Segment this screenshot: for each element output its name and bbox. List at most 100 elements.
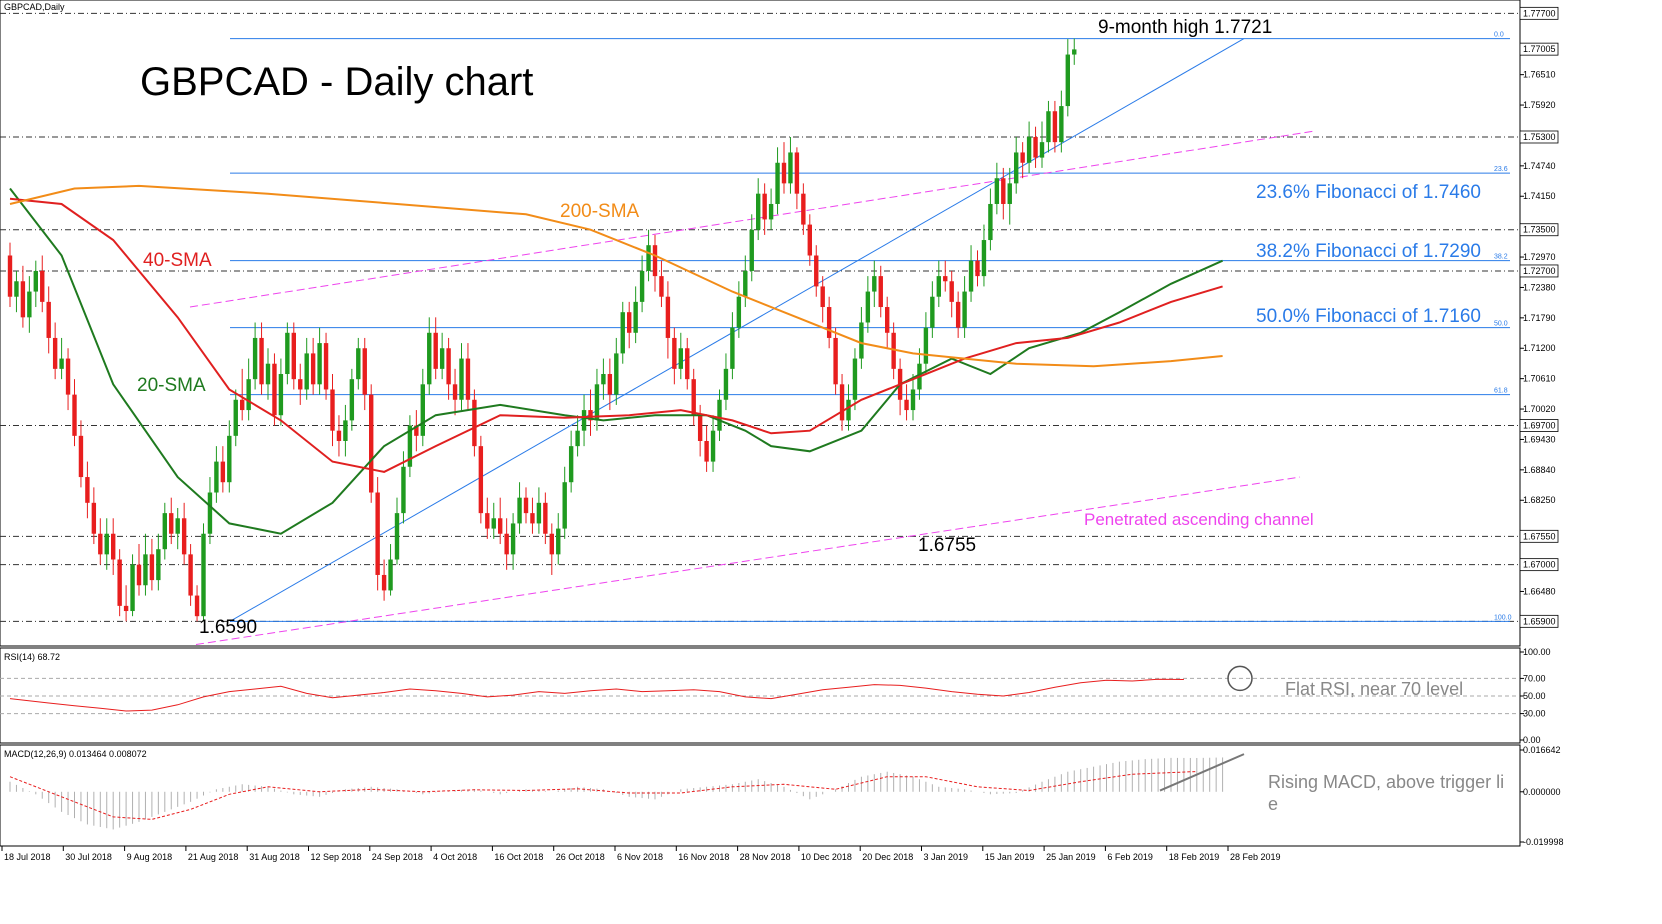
candle-body xyxy=(601,374,606,385)
price-tick-label: 1.72700 xyxy=(1523,266,1556,276)
date-label: 24 Sep 2018 xyxy=(372,852,423,862)
candle-body xyxy=(323,343,329,390)
candle-body xyxy=(472,399,477,447)
candle-body xyxy=(904,399,909,411)
candle-body xyxy=(936,276,941,297)
candle-body xyxy=(104,533,109,555)
candle-body xyxy=(52,337,58,369)
candle-body xyxy=(646,245,651,271)
price-label-box xyxy=(1519,6,1559,20)
candle-body xyxy=(446,348,451,385)
candle-body xyxy=(1052,111,1058,143)
candle-body xyxy=(181,518,187,555)
candle-body xyxy=(381,574,387,591)
price-tick-label: 1.72970 xyxy=(1523,252,1556,262)
candle-body xyxy=(143,554,148,586)
macd-tick-label: -0.019998 xyxy=(1523,837,1564,847)
candle-body xyxy=(885,307,890,333)
rsi-line xyxy=(9,678,1184,712)
candle-body xyxy=(33,270,38,292)
price-tick-label: 1.68840 xyxy=(1523,465,1556,475)
date-label: 30 Jul 2018 xyxy=(65,852,112,862)
candle-body xyxy=(59,358,64,369)
candle-body xyxy=(704,440,709,462)
price-tick-label: 1.74150 xyxy=(1523,191,1556,201)
candle-body xyxy=(872,276,877,292)
price-tick-label: 1.71200 xyxy=(1523,343,1556,353)
rsi-tick-label: 100.00 xyxy=(1523,647,1551,657)
fibonacci-tag: 61.8 xyxy=(1494,388,1508,395)
price-tick-label: 1.76510 xyxy=(1523,70,1556,80)
price-label-box xyxy=(1519,419,1559,432)
candle-body xyxy=(388,559,393,591)
candle-body xyxy=(756,193,761,230)
candle-body xyxy=(91,502,97,534)
price-label-box xyxy=(1519,264,1559,278)
date-label: 10 Dec 2018 xyxy=(801,852,852,862)
candle-body xyxy=(194,595,200,617)
candle-body xyxy=(414,425,419,436)
sma20-label: 20-SMA xyxy=(137,375,206,396)
fibonacci-tag: 100.0 xyxy=(1494,614,1512,621)
candle-body xyxy=(72,394,77,436)
candle-body xyxy=(743,270,748,297)
candle-body xyxy=(672,337,677,369)
candle-body xyxy=(1065,54,1070,107)
candle-body xyxy=(710,430,716,462)
candle-body xyxy=(781,162,787,184)
candle-body xyxy=(678,348,683,369)
candle-body xyxy=(865,291,871,323)
candle-body xyxy=(633,301,638,333)
candle-body xyxy=(807,224,812,256)
price-tick-label: 1.70610 xyxy=(1523,374,1556,384)
candle-body xyxy=(343,420,348,441)
candle-body xyxy=(833,337,838,385)
date-label: 4 Oct 2018 xyxy=(433,852,477,862)
candle-body xyxy=(549,533,554,555)
candle-body xyxy=(665,296,671,338)
candle-body xyxy=(356,348,361,380)
price-tick-label: 1.75920 xyxy=(1523,100,1556,110)
fibonacci-tag: 50.0 xyxy=(1494,321,1508,328)
price-label-box xyxy=(1519,130,1559,144)
rsi-tick-label: 0.00 xyxy=(1523,735,1541,745)
candle-body xyxy=(85,477,90,503)
price-tick-label: 1.75300 xyxy=(1523,132,1556,142)
fibonacci-tag: 23.6 xyxy=(1494,166,1508,173)
candle-body xyxy=(14,281,19,297)
price-tick-label: 1.77700 xyxy=(1523,8,1556,18)
candle-body xyxy=(652,245,658,277)
date-label: 28 Nov 2018 xyxy=(740,852,791,862)
candle-body xyxy=(304,353,309,390)
candle-body xyxy=(517,497,522,524)
price-label-box xyxy=(1519,529,1559,543)
candle-body xyxy=(594,384,600,421)
candle-body xyxy=(820,286,825,308)
candle-body xyxy=(259,337,264,385)
candle-body xyxy=(826,307,832,338)
candle-body xyxy=(156,549,161,581)
price-tick-label: 1.66480 xyxy=(1523,586,1556,596)
date-label: 25 Jan 2019 xyxy=(1046,852,1096,862)
candle-body xyxy=(227,435,232,483)
candle-body xyxy=(930,296,935,328)
candle-body xyxy=(278,374,284,416)
candle-body xyxy=(697,415,703,441)
candle-body xyxy=(962,291,967,328)
candle-body xyxy=(478,446,484,514)
reference-levels xyxy=(0,12,1518,622)
candle-body xyxy=(749,229,754,271)
candle-body xyxy=(852,358,858,400)
fib-236-label: 23.6% Fibonacci of 1.7460 xyxy=(1256,182,1481,203)
candle-body xyxy=(1072,49,1077,55)
fibonacci-levels: 0.0 23.6 38.2 50.0 61.8 100.0 xyxy=(230,32,1512,622)
channel-upper-line xyxy=(189,130,1317,308)
date-label: 15 Jan 2019 xyxy=(985,852,1035,862)
candle-body xyxy=(588,410,593,421)
sma40-label: 40-SMA xyxy=(143,250,212,271)
candle-body xyxy=(1014,152,1019,184)
candle-body xyxy=(723,368,729,400)
candle-body xyxy=(439,348,445,369)
rsi-panel: 100.00 70.00 50.00 30.00 0.00 xyxy=(0,647,1551,745)
